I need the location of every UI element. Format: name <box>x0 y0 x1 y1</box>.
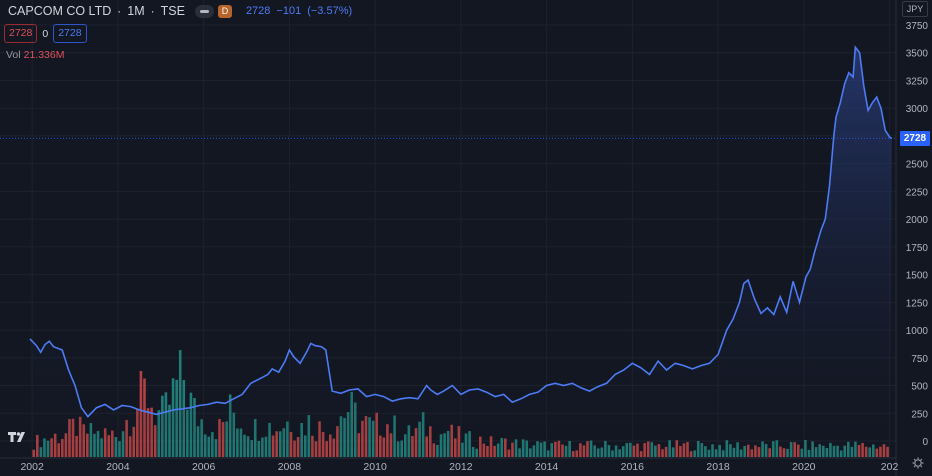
eye-icon <box>199 9 209 13</box>
volume-legend: Vol 21.336M <box>6 49 64 61</box>
y-tick-label: 3750 <box>906 21 929 32</box>
y-tick-label: 3000 <box>906 104 929 115</box>
spread-value: 0 <box>42 27 49 40</box>
x-tick-label: 2006 <box>192 461 216 473</box>
volume-value: 21.336M <box>23 49 65 61</box>
price-axis[interactable]: 0250500750100012501500175020002250250027… <box>906 21 929 448</box>
x-tick-label: 2016 <box>621 461 645 473</box>
delayed-badge[interactable]: D <box>217 4 232 18</box>
last-price: 2728 <box>245 5 271 17</box>
y-tick-label: 2000 <box>906 215 929 226</box>
time-axis[interactable]: 2002 2004 2006 2008 2010 2012 2014 2016 2018 2020… <box>20 461 898 473</box>
volume-bar <box>178 350 182 457</box>
sell-button[interactable]: 2728 <box>4 24 38 43</box>
tradingview-logo-icon[interactable] <box>7 429 29 445</box>
y-tick-label: 250 <box>911 409 928 420</box>
price-line <box>29 45 893 418</box>
x-tick-label: 2020 <box>792 461 816 473</box>
y-tick-label: 2250 <box>906 187 929 198</box>
x-tick-label: 2002 <box>20 461 44 473</box>
y-tick-label: 750 <box>911 354 928 365</box>
x-tick-label: 2004 <box>106 461 130 473</box>
y-tick-label: 1750 <box>906 243 929 254</box>
x-tick-label: 2010 <box>363 461 387 473</box>
x-tick-label: 2008 <box>278 461 302 473</box>
bid-ask-row: 2728 0 2728 <box>4 24 87 43</box>
price-change-percent: (−3.57%) <box>307 5 353 17</box>
interval-label[interactable]: 1M <box>127 4 145 18</box>
visibility-toggle[interactable] <box>194 4 214 18</box>
y-tick-label: 2500 <box>906 160 929 171</box>
exchange-label: TSE <box>160 4 185 18</box>
separator: · <box>117 4 122 18</box>
y-tick-label: 500 <box>911 382 928 393</box>
y-tick-label: 1000 <box>906 326 929 337</box>
symbol-legend: CAPCOM CO LTD · 1M · TSE D 2728 −101 (−3… <box>8 4 352 18</box>
x-tick-label: 2012 <box>449 461 473 473</box>
x-tick-label: 2018 <box>706 461 730 473</box>
x-tick-label: 2014 <box>535 461 559 473</box>
price-change: −101 <box>276 5 302 17</box>
volume-label[interactable]: Vol <box>6 49 21 61</box>
separator: · <box>150 4 155 18</box>
y-tick-label: 1250 <box>906 298 929 309</box>
symbol-name[interactable]: CAPCOM CO LTD <box>8 4 112 18</box>
last-price-badge: 2728 <box>900 130 930 146</box>
x-tick-label: 202 <box>881 461 899 473</box>
y-tick-label: 0 <box>922 437 928 448</box>
y-tick-label: 3500 <box>906 49 929 60</box>
y-tick-label: 1500 <box>906 271 929 282</box>
y-tick-label: 3250 <box>906 76 929 87</box>
buy-button[interactable]: 2728 <box>53 24 87 43</box>
currency-selector[interactable]: JPY <box>902 1 928 17</box>
settings-gear-icon[interactable] <box>912 457 924 469</box>
price-area <box>30 47 892 458</box>
